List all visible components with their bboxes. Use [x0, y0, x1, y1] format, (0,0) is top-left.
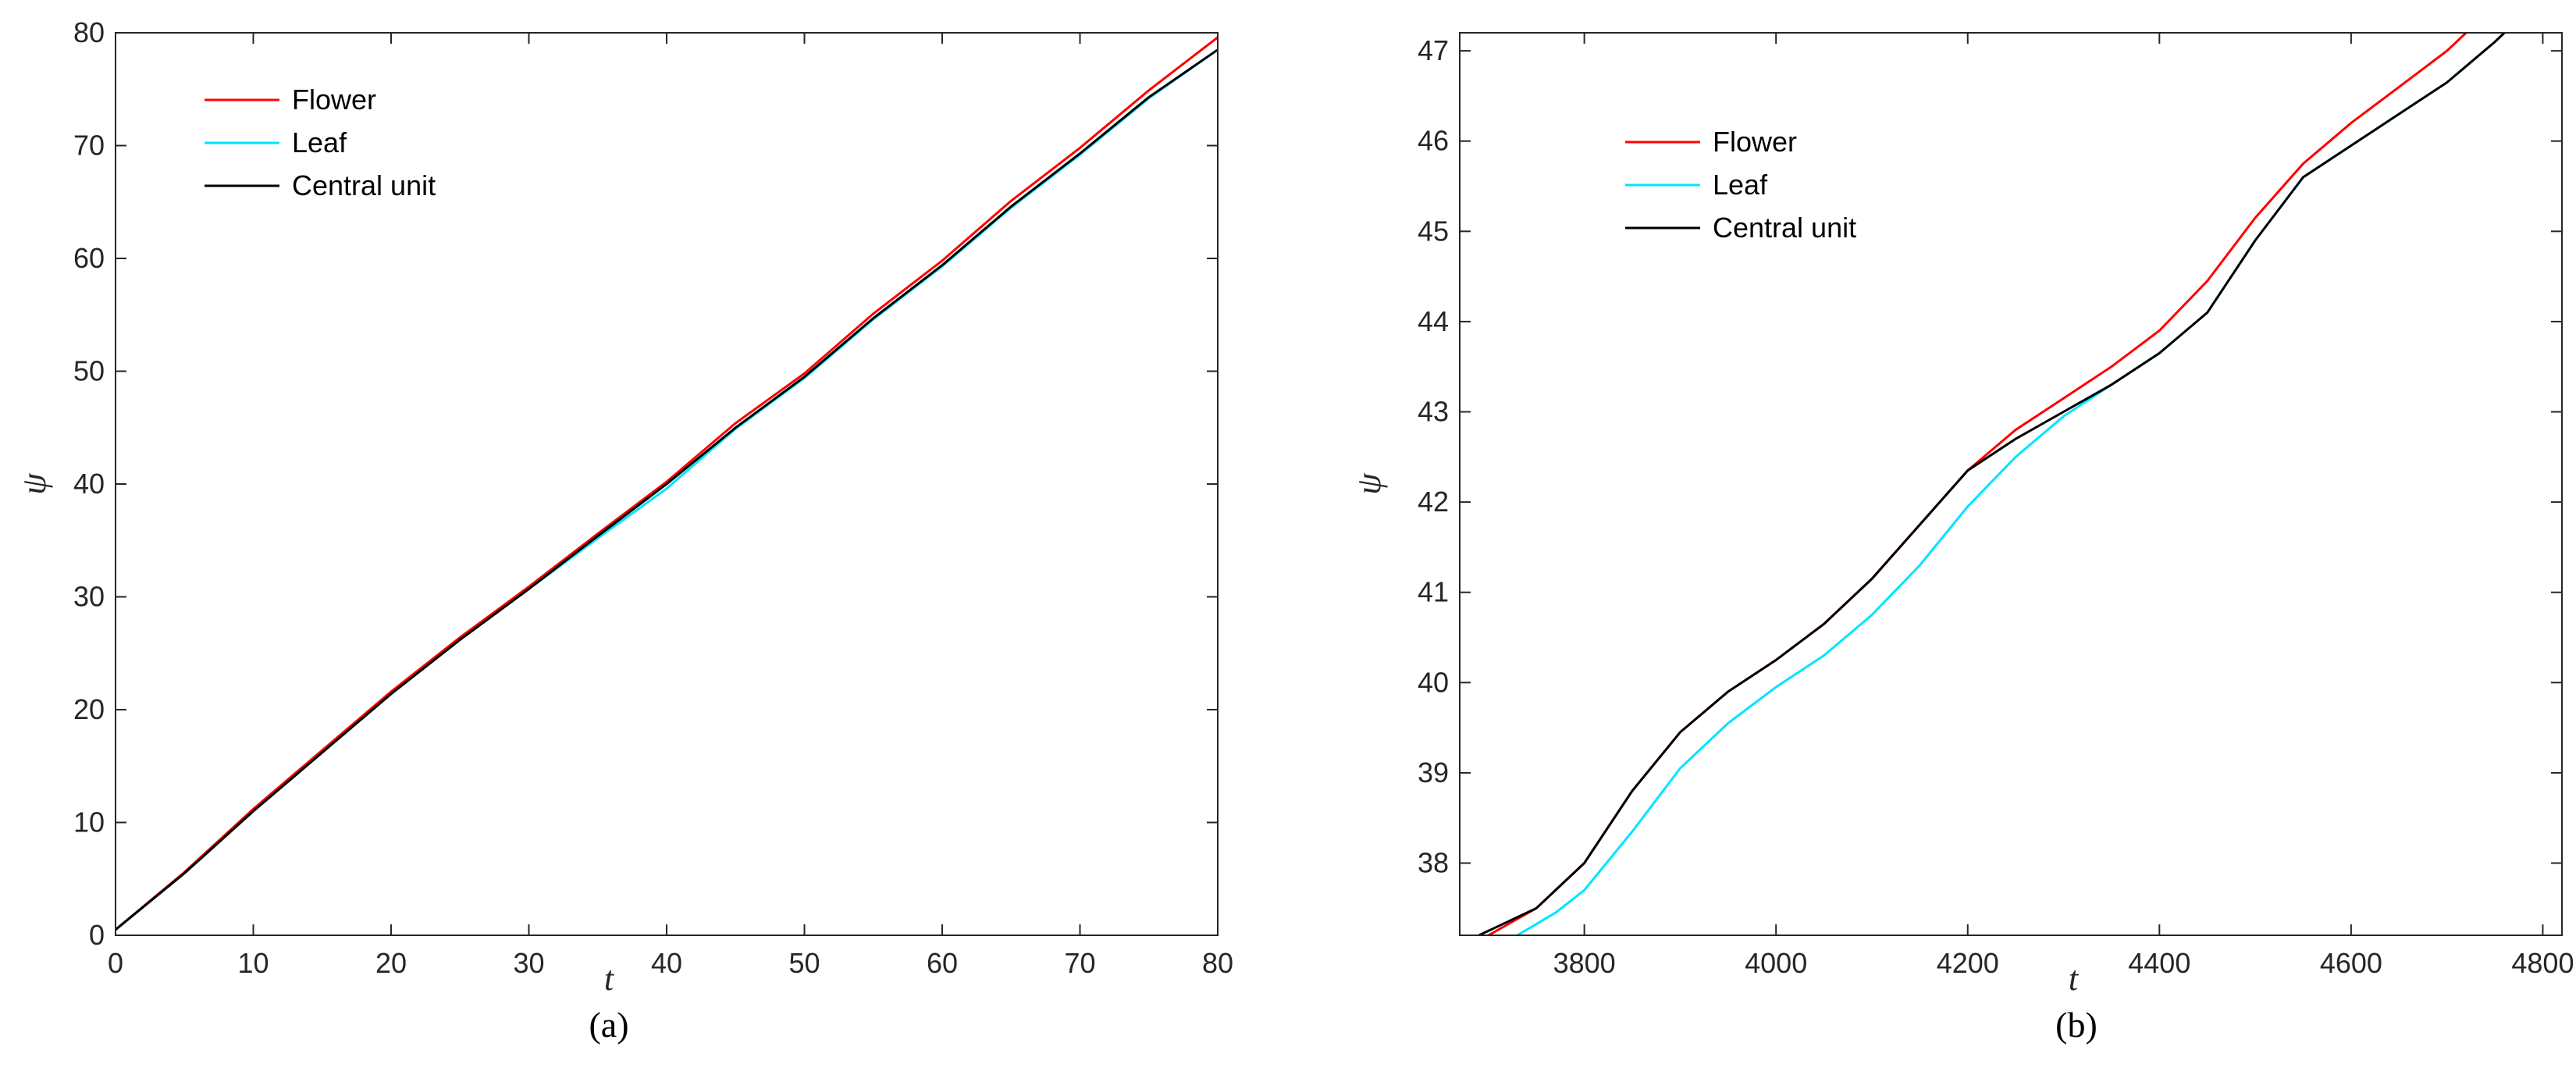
y-tick-label: 42 — [1418, 486, 1449, 518]
x-tick-label: 10 — [237, 947, 269, 979]
x-tick-label: 4800 — [2511, 947, 2574, 979]
y-tick-label: 20 — [73, 693, 105, 725]
legend-label: Central unit — [292, 169, 436, 201]
chart-panel-2: 3800 4000 4200 4400 4600 4800 38 39 40 41 42 43 44 45… — [1350, 32, 2574, 1045]
x-tick-label: 4600 — [2320, 947, 2382, 979]
y-tick-label: 40 — [1418, 666, 1449, 698]
legend-label: Central unit — [1713, 212, 1856, 244]
series-line-leaf — [116, 48, 1218, 931]
y-tick-label: 40 — [73, 468, 105, 500]
y-tick-label: 47 — [1418, 34, 1449, 66]
x-axis-label: t — [604, 959, 615, 998]
y-tick-label: 38 — [1418, 847, 1449, 879]
series-line-leaf — [1516, 33, 2506, 935]
legend: Flower Leaf Central unit — [1625, 126, 1856, 244]
x-tick-label: 4200 — [1937, 947, 1999, 979]
x-tick-label: 50 — [788, 947, 820, 979]
y-tick-label: 45 — [1418, 215, 1449, 247]
y-tick-label: 39 — [1418, 756, 1449, 789]
y-axis-label: ψ — [1350, 473, 1388, 495]
x-tick-label: 70 — [1064, 947, 1095, 979]
x-tick-label: 4400 — [2128, 947, 2190, 979]
chart-panel-1: 0 10 20 30 40 50 60 70 80 0 10 20 30 40 50 60 70 80 t ψ Flow… — [15, 16, 1233, 1045]
y-tick-label: 46 — [1418, 125, 1449, 157]
legend-label: Flower — [292, 84, 376, 116]
y-tick-label: 44 — [1418, 305, 1449, 337]
x-tick-label: 20 — [375, 947, 407, 979]
x-tick-label: 3800 — [1553, 947, 1616, 979]
legend-label: Leaf — [1713, 169, 1768, 201]
y-tick-label: 43 — [1418, 396, 1449, 428]
y-tick-label: 30 — [73, 581, 105, 613]
legend-label: Leaf — [292, 126, 347, 158]
y-tick-label: 50 — [73, 355, 105, 387]
x-axis-label: t — [2069, 959, 2080, 998]
y-tick-label: 41 — [1418, 576, 1449, 608]
y-tick-label: 70 — [73, 130, 105, 162]
panel-caption: (b) — [2055, 1005, 2097, 1045]
series-line-flower — [116, 36, 1218, 931]
y-tick-label: 80 — [73, 16, 105, 48]
legend-label: Flower — [1713, 126, 1797, 158]
y-axis-label: ψ — [15, 473, 53, 495]
x-tick-label: 0 — [108, 947, 123, 979]
axes-box — [1459, 32, 2563, 936]
panel-caption: (a) — [589, 1005, 628, 1045]
y-tick-label: 10 — [73, 806, 105, 838]
y-tick-label: 0 — [89, 919, 105, 951]
series-line-central-unit — [1478, 33, 2506, 935]
x-tick-label: 30 — [513, 947, 544, 979]
x-tick-label: 60 — [927, 947, 958, 979]
x-tick-label: 40 — [651, 947, 682, 979]
series-line-flower — [1488, 33, 2467, 935]
series-line-central-unit — [116, 48, 1218, 931]
x-tick-label: 4000 — [1745, 947, 1807, 979]
legend: Flower Leaf Central unit — [205, 84, 436, 201]
y-tick-label: 60 — [73, 242, 105, 274]
x-tick-label: 80 — [1202, 947, 1233, 979]
